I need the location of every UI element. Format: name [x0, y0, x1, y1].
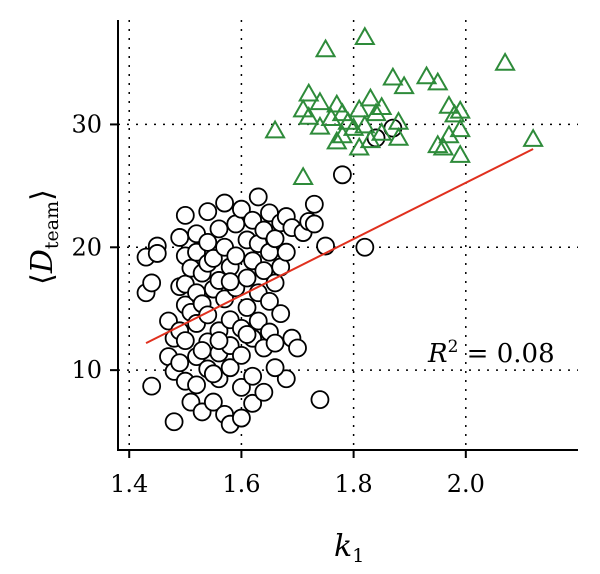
- triangle-point: [359, 87, 382, 107]
- triangle-point: [370, 96, 393, 115]
- circle-point: [203, 392, 223, 412]
- triangle-point: [354, 114, 376, 134]
- circle-point: [170, 353, 190, 373]
- circle-point: [332, 165, 352, 185]
- circle-point: [192, 341, 212, 360]
- ticks: 1.4 1.6 1.8 2.0 10 20 30: [71, 110, 484, 498]
- circle-point: [265, 273, 285, 293]
- triangle-point: [443, 103, 466, 123]
- x-tick-label: 1.6: [222, 470, 260, 498]
- circle-point: [142, 376, 162, 396]
- circle-point: [187, 375, 206, 395]
- x-tick-label: 1.8: [335, 470, 373, 498]
- triangle-point: [326, 93, 348, 113]
- triangle-point: [382, 66, 404, 86]
- data-points: [136, 26, 544, 434]
- triangle-point: [326, 130, 348, 150]
- x-axis-label: k1: [334, 529, 364, 567]
- fit-line-group: [145, 148, 534, 345]
- circle-point: [355, 237, 375, 257]
- circle-point: [243, 393, 263, 413]
- triangle-point: [415, 65, 438, 85]
- circle-point: [260, 291, 279, 311]
- circle-point: [220, 272, 240, 292]
- triangle-point: [348, 98, 370, 118]
- axes: [117, 20, 578, 451]
- circle-point: [265, 333, 285, 353]
- y-tick-label: 10: [71, 356, 102, 384]
- triangle-point: [292, 166, 314, 186]
- triangle-point: [387, 126, 410, 146]
- triangle-point: [298, 82, 320, 102]
- triangle-point: [449, 144, 471, 163]
- triangle-point: [494, 51, 516, 71]
- circle-point: [237, 325, 257, 344]
- triangle-point: [264, 119, 286, 139]
- circle-point: [203, 248, 223, 268]
- circle-point: [304, 194, 324, 214]
- circle-point: [209, 219, 229, 239]
- regression-line: [145, 148, 534, 345]
- triangle-point: [365, 102, 387, 122]
- circle-point: [265, 358, 285, 378]
- circle-point: [175, 331, 195, 351]
- triangle-point: [314, 38, 337, 58]
- svg-text:⟨Dteam⟩: ⟨Dteam⟩: [25, 189, 63, 285]
- triangle-point: [449, 99, 471, 119]
- circle-point: [203, 364, 223, 384]
- triangle-point: [370, 122, 393, 141]
- x-tick-label: 2.0: [447, 470, 485, 498]
- circle-point: [175, 205, 195, 225]
- circle-point: [232, 408, 251, 428]
- y-tick-label: 20: [71, 233, 102, 261]
- triangle-point: [522, 128, 544, 147]
- triangle-point: [438, 124, 460, 144]
- triangle-point: [449, 118, 471, 138]
- circle-point: [248, 311, 268, 331]
- circle-point: [276, 242, 296, 262]
- circle-point: [304, 214, 324, 234]
- y-axis-label: ⟨Dteam⟩: [25, 189, 63, 285]
- triangle-point: [387, 110, 410, 130]
- circle-point: [198, 202, 218, 222]
- circle-point: [288, 338, 307, 358]
- triangle-point: [432, 136, 455, 156]
- triangle-point: [354, 26, 376, 45]
- triangle-point: [298, 106, 320, 125]
- circle-point: [215, 193, 234, 213]
- circle-point: [237, 268, 257, 288]
- axis-frame: [117, 20, 578, 451]
- circle-point: [276, 369, 296, 389]
- r2-annotation: R2 = 0.08: [427, 337, 555, 369]
- triangle-point: [427, 134, 449, 154]
- circle-point: [310, 390, 330, 410]
- circle-point: [248, 187, 268, 207]
- circle-point: [243, 366, 263, 386]
- circle-point: [271, 304, 291, 324]
- circle-point: [226, 246, 246, 266]
- circle-point: [254, 382, 274, 402]
- circle-point: [209, 331, 229, 351]
- triangle-point: [427, 71, 449, 91]
- triangle-point: [331, 102, 354, 122]
- circle-point: [142, 273, 162, 293]
- triangle-point: [438, 94, 460, 114]
- circle-point: [232, 377, 251, 397]
- circle-point: [220, 358, 240, 378]
- circle-point: [237, 298, 257, 317]
- triangle-point: [393, 75, 415, 95]
- circle-point: [147, 244, 167, 263]
- x-tick-label: 1.4: [110, 470, 148, 498]
- circle-point: [232, 345, 251, 365]
- circle-point: [170, 228, 190, 247]
- triangle-point: [309, 91, 331, 111]
- circle-point: [164, 412, 184, 432]
- y-tick-label: 30: [71, 110, 102, 138]
- circle-point: [232, 199, 251, 219]
